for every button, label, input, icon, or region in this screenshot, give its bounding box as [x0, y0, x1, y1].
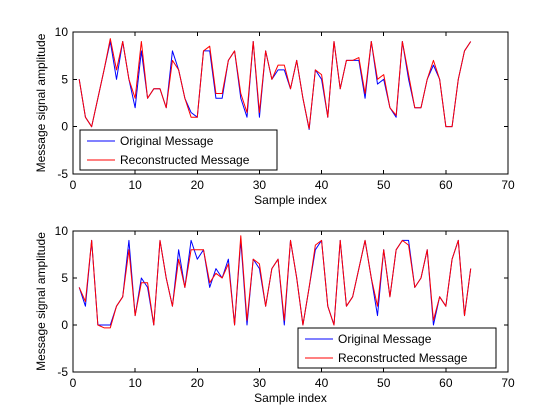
legend: Original Message Reconstructed Message	[297, 327, 497, 369]
x-tick-label: 40	[315, 376, 329, 390]
y-tick-label: -5	[57, 167, 68, 181]
y-tick-label: 10	[55, 25, 69, 39]
y-tick-label: 10	[55, 224, 69, 238]
x-tick-label: 10	[128, 376, 142, 390]
y-tick-label: 5	[61, 72, 68, 86]
x-tick-label: 50	[377, 376, 391, 390]
x-axis-title: Sample index	[254, 193, 327, 207]
x-tick-label: 70	[501, 376, 515, 390]
x-tick-label: 30	[253, 376, 267, 390]
x-tick-label: 20	[191, 376, 205, 390]
legend-label-original: Original Message	[338, 332, 432, 346]
x-tick-label: 40	[315, 178, 329, 192]
x-tick-label: 50	[377, 178, 391, 192]
x-tick-label: 70	[501, 178, 515, 192]
legend-box	[297, 327, 497, 369]
x-tick-label: 10	[128, 178, 142, 192]
x-tick-label: 20	[191, 178, 205, 192]
y-tick-label: 5	[61, 271, 68, 285]
legend-label-reconstructed: Reconstructed Message	[120, 153, 250, 167]
x-tick-label: 0	[70, 178, 77, 192]
series-line-reconstructed	[78, 235, 472, 329]
x-tick-label: 0	[70, 376, 77, 390]
x-tick-label: 30	[253, 178, 267, 192]
series-line-reconstructed	[78, 38, 472, 130]
legend-label-original: Original Message	[120, 134, 214, 148]
x-tick-label: 60	[439, 376, 453, 390]
y-tick-label: 0	[61, 318, 68, 332]
legend-box	[79, 129, 278, 171]
legend-label-reconstructed: Reconstructed Message	[338, 351, 468, 365]
x-tick-label: 60	[439, 178, 453, 192]
y-axis-title: Message signal amplitude	[34, 232, 48, 371]
axes-frame	[72, 31, 509, 175]
y-tick-label: -5	[57, 365, 68, 379]
axes-frame	[72, 230, 509, 373]
x-axis-title: Sample index	[254, 391, 327, 405]
y-tick-label: 0	[61, 120, 68, 134]
y-axis-title: Message signal amplitude	[34, 33, 48, 172]
legend: Original Message Reconstructed Message	[79, 129, 278, 171]
